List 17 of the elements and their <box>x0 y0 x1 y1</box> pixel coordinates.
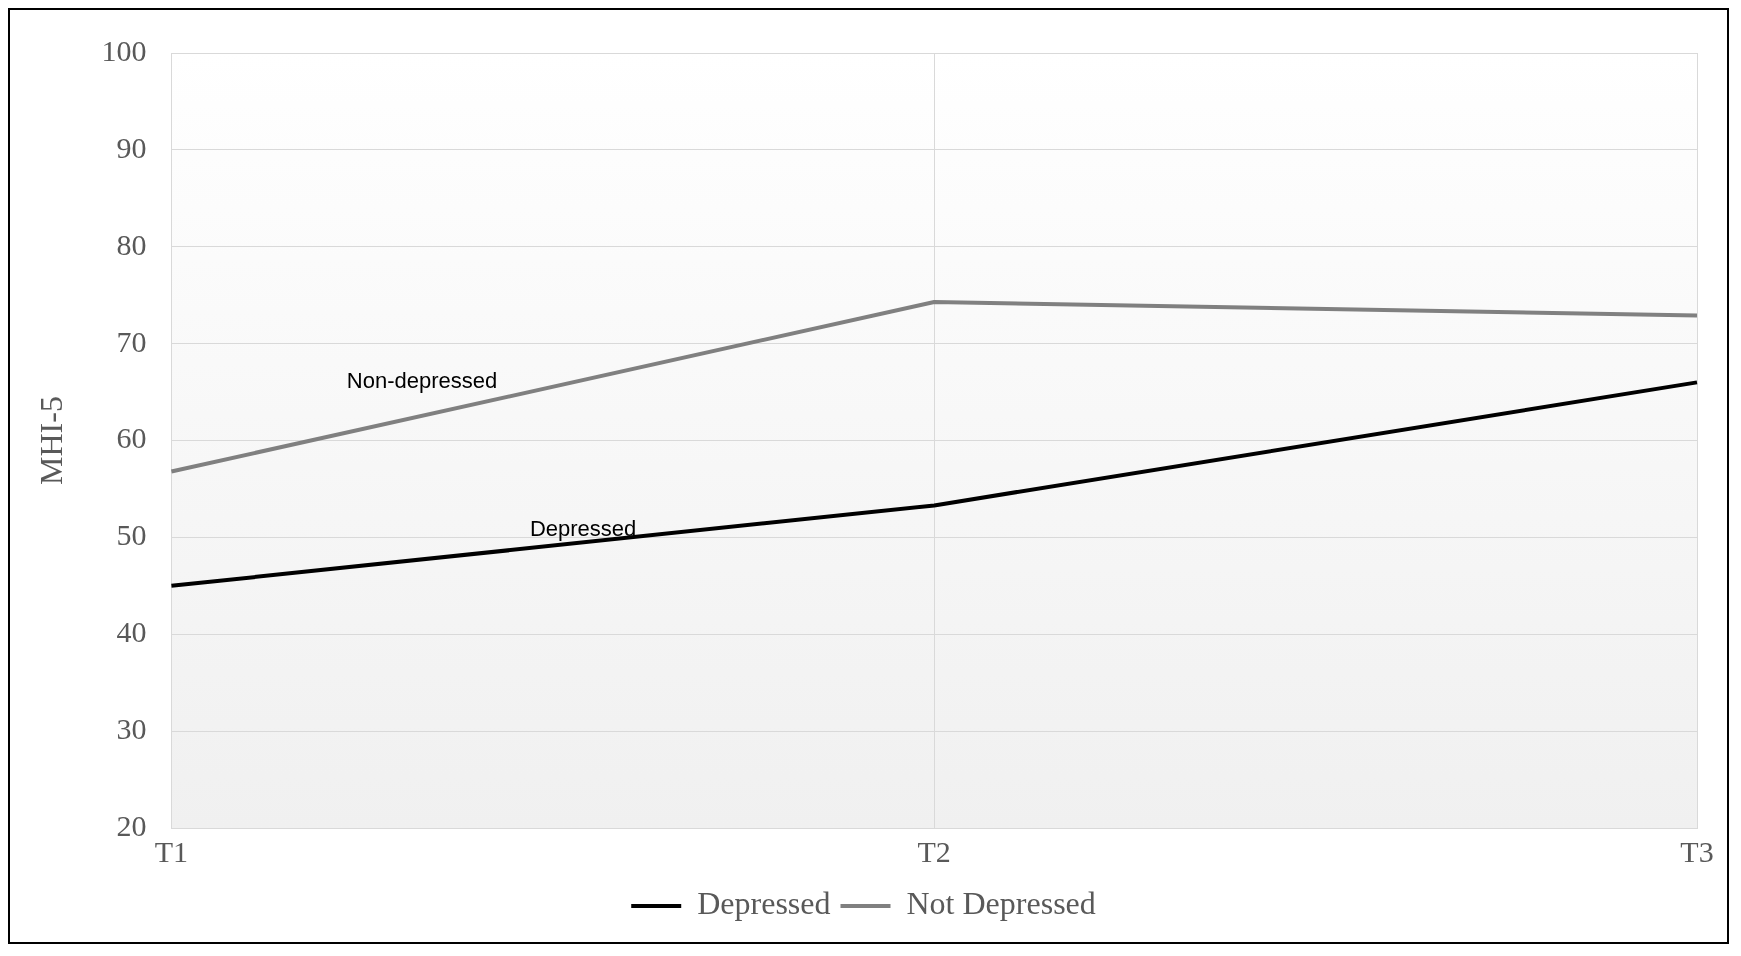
x-tick-label: T1 <box>154 834 189 868</box>
legend-label: Not Depressed <box>906 885 1096 922</box>
y-tick-label: 70 <box>116 324 147 358</box>
y-tick-label: 50 <box>116 518 147 552</box>
y-tick-label: 20 <box>116 808 147 842</box>
y-tick-label: 60 <box>116 421 147 455</box>
y-axis-title: MHI-5 <box>32 396 69 485</box>
x-tick-label: T2 <box>917 834 951 868</box>
y-tick-label: 100 <box>101 33 147 67</box>
y-tick-label: 80 <box>116 227 147 261</box>
y-tick-label: 30 <box>116 712 147 745</box>
y-tick-label: 90 <box>116 130 147 164</box>
y-tick-label: 40 <box>116 615 147 649</box>
legend-label: Depressed <box>697 885 831 922</box>
annotation: Depressed <box>529 515 637 541</box>
x-tick-label: T3 <box>1680 834 1714 868</box>
annotation: Non-depressed <box>346 368 498 394</box>
